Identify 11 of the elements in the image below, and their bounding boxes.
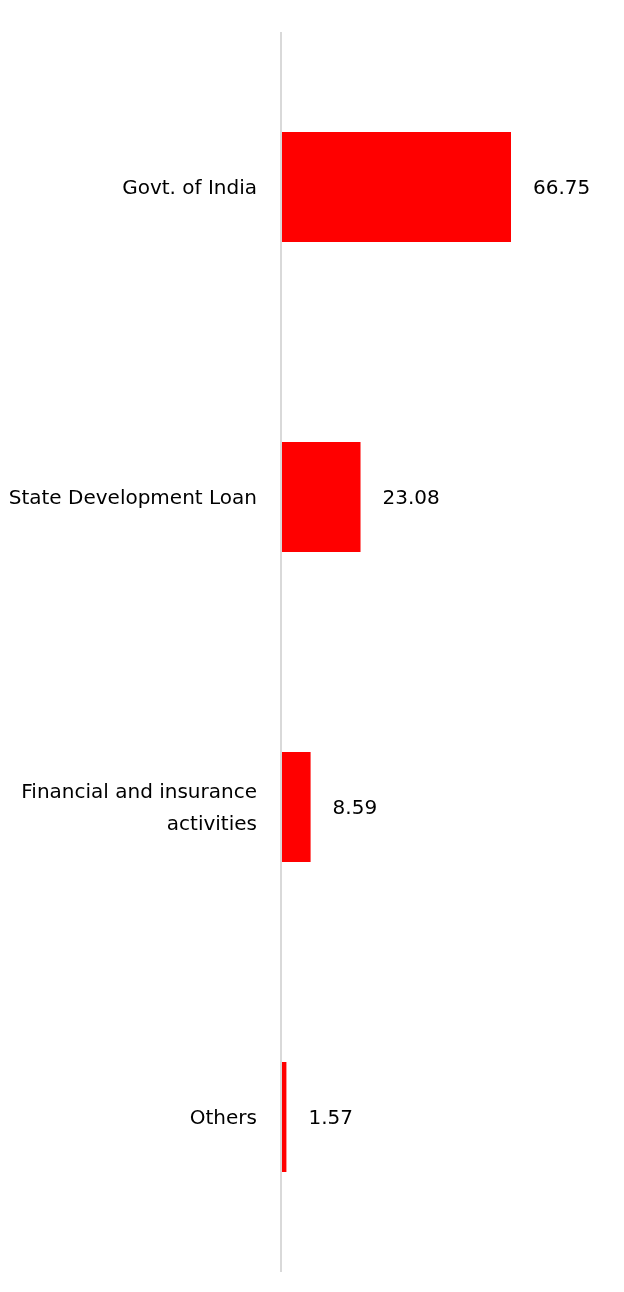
data-label: 66.75	[533, 175, 591, 200]
data-label: 8.59	[332, 795, 378, 820]
bar	[281, 442, 361, 552]
y-tick-label: Financial and insurance activities	[21, 779, 257, 835]
bar	[281, 752, 311, 862]
y-tick-label: Govt. of India	[122, 175, 257, 199]
bar	[281, 132, 511, 242]
y-tick-label: State Development Loan	[8, 485, 257, 509]
data-label: 23.08	[382, 485, 440, 510]
data-label: 1.57	[308, 1105, 353, 1130]
y-tick-label: Others	[189, 1105, 257, 1129]
